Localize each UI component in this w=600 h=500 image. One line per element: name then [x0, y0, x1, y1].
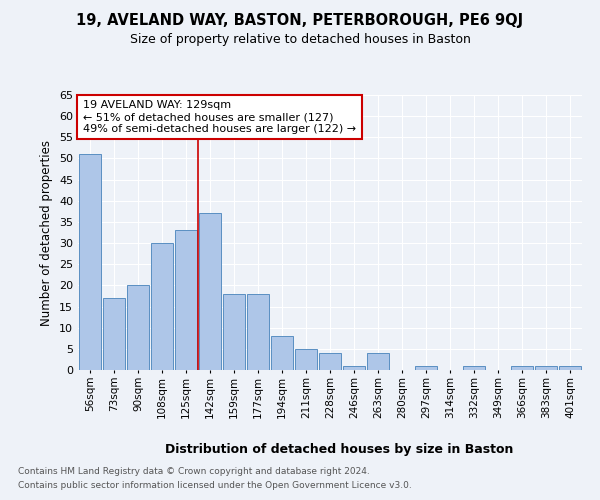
- Y-axis label: Number of detached properties: Number of detached properties: [40, 140, 53, 326]
- Bar: [199, 214, 221, 370]
- Text: 19, AVELAND WAY, BASTON, PETERBOROUGH, PE6 9QJ: 19, AVELAND WAY, BASTON, PETERBOROUGH, P…: [76, 12, 524, 28]
- Bar: [79, 154, 101, 370]
- Bar: [295, 349, 317, 370]
- Bar: [223, 294, 245, 370]
- Bar: [511, 366, 533, 370]
- Bar: [415, 366, 437, 370]
- Bar: [247, 294, 269, 370]
- Bar: [367, 353, 389, 370]
- Text: Contains public sector information licensed under the Open Government Licence v3: Contains public sector information licen…: [18, 481, 412, 490]
- Bar: [127, 286, 149, 370]
- Bar: [103, 298, 125, 370]
- Bar: [559, 366, 581, 370]
- Bar: [463, 366, 485, 370]
- Bar: [535, 366, 557, 370]
- Bar: [319, 353, 341, 370]
- Bar: [151, 243, 173, 370]
- Text: Contains HM Land Registry data © Crown copyright and database right 2024.: Contains HM Land Registry data © Crown c…: [18, 467, 370, 476]
- Bar: [271, 336, 293, 370]
- Bar: [343, 366, 365, 370]
- Text: Distribution of detached houses by size in Baston: Distribution of detached houses by size …: [165, 442, 513, 456]
- Text: 19 AVELAND WAY: 129sqm
← 51% of detached houses are smaller (127)
49% of semi-de: 19 AVELAND WAY: 129sqm ← 51% of detached…: [83, 100, 356, 134]
- Bar: [175, 230, 197, 370]
- Text: Size of property relative to detached houses in Baston: Size of property relative to detached ho…: [130, 32, 470, 46]
